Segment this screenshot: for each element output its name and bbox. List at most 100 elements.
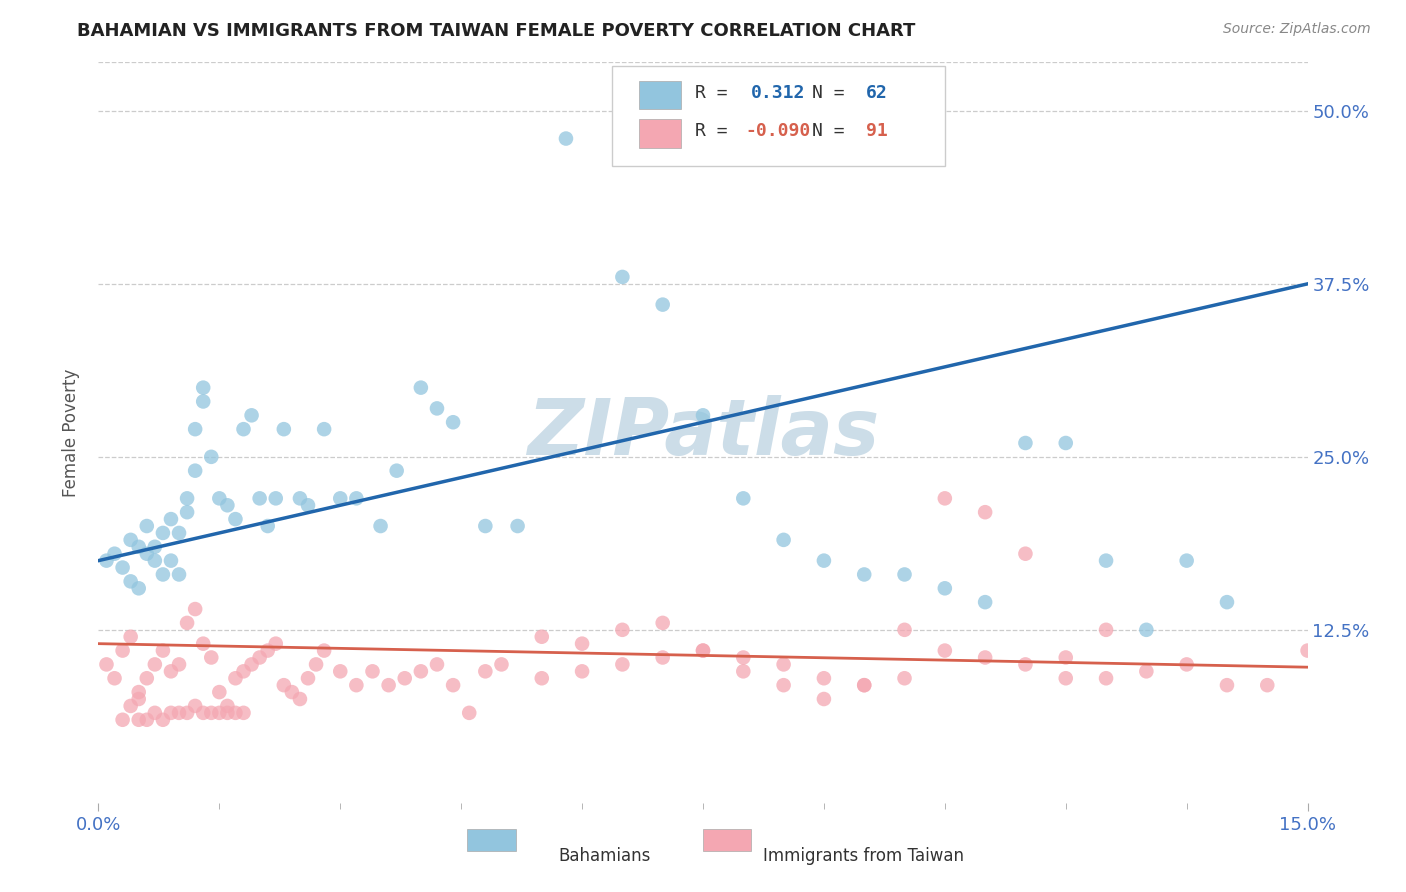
Point bbox=[305, 657, 328, 672]
Point bbox=[853, 678, 876, 692]
Point bbox=[143, 706, 166, 720]
Point bbox=[143, 540, 166, 554]
Point bbox=[176, 706, 198, 720]
Y-axis label: Female Poverty: Female Poverty bbox=[62, 368, 80, 497]
Point bbox=[200, 706, 222, 720]
Point bbox=[893, 623, 915, 637]
Point bbox=[184, 698, 207, 713]
Point bbox=[224, 671, 246, 685]
Point bbox=[232, 422, 254, 436]
Point bbox=[329, 491, 352, 506]
Point bbox=[934, 491, 956, 506]
Point bbox=[733, 650, 755, 665]
Point bbox=[1054, 650, 1077, 665]
Point bbox=[1135, 665, 1157, 679]
Point bbox=[853, 678, 876, 692]
Point bbox=[571, 637, 593, 651]
Point bbox=[176, 491, 198, 506]
Point bbox=[361, 665, 384, 679]
Point bbox=[256, 643, 278, 657]
Point bbox=[208, 706, 231, 720]
Point bbox=[344, 678, 367, 692]
Text: 0.312: 0.312 bbox=[751, 84, 806, 102]
Point bbox=[135, 713, 157, 727]
Point bbox=[853, 567, 876, 582]
Point bbox=[530, 630, 553, 644]
Point bbox=[176, 505, 198, 519]
Point bbox=[120, 698, 142, 713]
Point bbox=[974, 650, 997, 665]
Point bbox=[441, 415, 464, 429]
Point bbox=[733, 665, 755, 679]
Point bbox=[143, 554, 166, 568]
Point bbox=[409, 665, 432, 679]
Point bbox=[193, 381, 215, 395]
Point bbox=[96, 657, 118, 672]
Point bbox=[217, 698, 239, 713]
Point bbox=[264, 637, 287, 651]
Text: R =: R = bbox=[695, 84, 738, 102]
Point bbox=[314, 643, 336, 657]
Point bbox=[288, 692, 311, 706]
Point bbox=[128, 713, 150, 727]
Point bbox=[1014, 657, 1036, 672]
Point bbox=[256, 519, 278, 533]
Point bbox=[120, 533, 142, 547]
Point bbox=[249, 650, 271, 665]
Point bbox=[458, 706, 481, 720]
Point bbox=[1054, 436, 1077, 450]
Bar bbox=[638, 81, 682, 109]
Point bbox=[426, 401, 449, 416]
Text: N =: N = bbox=[811, 122, 855, 140]
Point bbox=[128, 582, 150, 596]
Point bbox=[1054, 671, 1077, 685]
Point bbox=[200, 650, 222, 665]
Point bbox=[176, 615, 198, 630]
Point bbox=[1216, 595, 1239, 609]
Point bbox=[571, 665, 593, 679]
FancyBboxPatch shape bbox=[613, 66, 945, 166]
Text: ZIPatlas: ZIPatlas bbox=[527, 394, 879, 471]
Point bbox=[1095, 554, 1118, 568]
Point bbox=[893, 671, 915, 685]
Text: BAHAMIAN VS IMMIGRANTS FROM TAIWAN FEMALE POVERTY CORRELATION CHART: BAHAMIAN VS IMMIGRANTS FROM TAIWAN FEMAL… bbox=[77, 22, 915, 40]
Point bbox=[249, 491, 271, 506]
Point bbox=[813, 554, 835, 568]
Bar bbox=[638, 120, 682, 147]
Point bbox=[167, 706, 190, 720]
Point bbox=[224, 512, 246, 526]
Point bbox=[441, 678, 464, 692]
Point bbox=[1014, 436, 1036, 450]
Point bbox=[264, 491, 287, 506]
Point bbox=[377, 678, 399, 692]
Point bbox=[240, 657, 263, 672]
Text: N =: N = bbox=[811, 84, 855, 102]
Text: 62: 62 bbox=[866, 84, 889, 102]
Point bbox=[1135, 623, 1157, 637]
Point bbox=[193, 706, 215, 720]
Point bbox=[934, 582, 956, 596]
Point bbox=[426, 657, 449, 672]
Bar bbox=[467, 829, 516, 851]
Point bbox=[1095, 671, 1118, 685]
Point bbox=[555, 131, 578, 145]
Point bbox=[273, 422, 295, 436]
Point bbox=[152, 643, 174, 657]
Point bbox=[297, 498, 319, 512]
Point bbox=[1014, 547, 1036, 561]
Point bbox=[128, 540, 150, 554]
Point bbox=[385, 464, 408, 478]
Text: Source: ZipAtlas.com: Source: ZipAtlas.com bbox=[1223, 22, 1371, 37]
Point bbox=[772, 657, 794, 672]
Point bbox=[200, 450, 222, 464]
Point bbox=[120, 574, 142, 589]
Point bbox=[772, 533, 794, 547]
Point bbox=[184, 422, 207, 436]
Point bbox=[974, 595, 997, 609]
Point bbox=[273, 678, 295, 692]
Point bbox=[103, 547, 125, 561]
Text: 91: 91 bbox=[866, 122, 889, 140]
Text: R =: R = bbox=[695, 122, 738, 140]
Point bbox=[1175, 554, 1198, 568]
Point bbox=[1256, 678, 1278, 692]
